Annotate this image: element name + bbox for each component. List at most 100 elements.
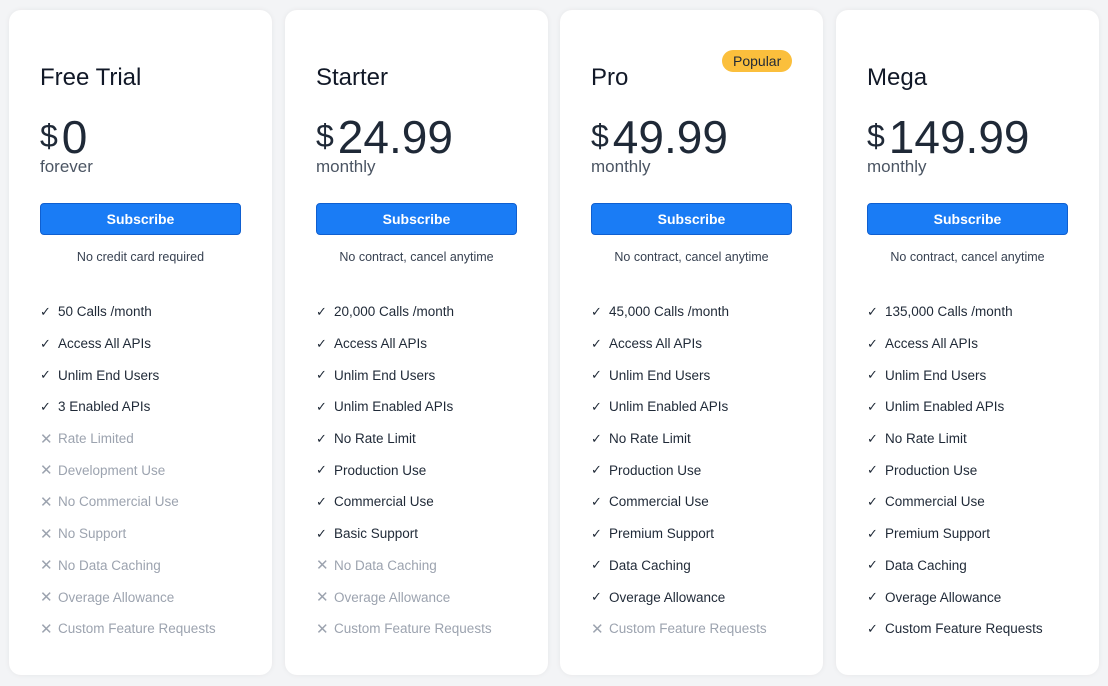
check-icon: ✓ [591, 557, 602, 573]
check-icon: ✓ [40, 303, 51, 319]
feature-item: ✕ No Data Caching [316, 550, 492, 582]
feature-item: ✓ Data Caching [591, 550, 767, 582]
popular-badge: Popular [722, 50, 793, 72]
feature-label: Unlim Enabled APIs [334, 399, 454, 415]
feature-item: ✓ No Rate Limit [316, 423, 492, 455]
check-icon: ✓ [316, 430, 327, 446]
feature-item: ✓ Custom Feature Requests [867, 613, 1043, 645]
feature-label: Overage Allowance [334, 589, 451, 605]
feature-item: ✓ Unlim End Users [867, 359, 1043, 391]
billing-period: monthly [316, 157, 376, 176]
feature-label: 45,000 Calls /month [609, 304, 730, 320]
currency-symbol: $ [316, 118, 334, 154]
x-icon: ✕ [40, 589, 53, 607]
plan-name: Mega [867, 64, 928, 91]
x-icon: ✕ [316, 557, 329, 575]
plan-card-mega: Mega $149.99 monthly Subscribe No contrac… [836, 10, 1099, 675]
billing-period: forever [40, 157, 93, 176]
subscribe-button[interactable]: Subscribe [867, 203, 1068, 235]
feature-label: Unlim Enabled APIs [609, 399, 729, 415]
feature-item: ✕ Custom Feature Requests [40, 613, 216, 645]
plan-price: $0 [40, 110, 87, 164]
feature-label: Premium Support [885, 526, 991, 542]
plan-note: No contract, cancel anytime [614, 250, 769, 264]
check-icon: ✓ [867, 398, 878, 414]
feature-label: No Support [58, 526, 127, 542]
plan-price: $49.99 [591, 110, 728, 164]
subscribe-button[interactable]: Subscribe [40, 203, 241, 235]
feature-item: ✕ Custom Feature Requests [591, 613, 767, 645]
feature-item: ✓ 20,000 Calls /month [316, 296, 492, 328]
feature-item: ✕ Rate Limited [40, 423, 216, 455]
check-icon: ✓ [316, 462, 327, 478]
check-icon: ✓ [316, 525, 327, 541]
check-icon: ✓ [591, 335, 602, 351]
check-icon: ✓ [591, 589, 602, 605]
feature-list: ✓ 20,000 Calls /month ✓ Access All APIs ✓ Unl… [316, 296, 492, 645]
feature-label: Data Caching [885, 557, 967, 573]
feature-label: 3 Enabled APIs [58, 399, 151, 415]
feature-item: ✓ Unlim Enabled APIs [591, 391, 767, 423]
feature-label: Access All APIs [334, 336, 428, 352]
check-icon: ✓ [591, 462, 602, 478]
price-amount: 149.99 [888, 111, 1030, 163]
plan-card-pro: Pro Popular $49.99 monthly Subscribe No co… [560, 10, 823, 675]
feature-label: Overage Allowance [609, 589, 726, 605]
plan-card-free-trial: Free Trial $0 forever Subscribe No credit… [9, 10, 272, 675]
subscribe-button[interactable]: Subscribe [316, 203, 517, 235]
feature-label: Production Use [885, 462, 978, 478]
feature-item: ✕ No Commercial Use [40, 486, 216, 518]
feature-label: Custom Feature Requests [885, 621, 1043, 637]
check-icon: ✓ [867, 462, 878, 478]
feature-item: ✓ Overage Allowance [867, 581, 1043, 613]
feature-label: No Rate Limit [885, 431, 967, 447]
subscribe-button[interactable]: Subscribe [591, 203, 792, 235]
feature-item: ✓ Production Use [867, 454, 1043, 486]
check-icon: ✓ [316, 398, 327, 414]
plan-note: No contract, cancel anytime [890, 250, 1045, 264]
check-icon: ✓ [316, 493, 327, 509]
feature-item: ✓ Basic Support [316, 518, 492, 550]
x-icon: ✕ [316, 589, 329, 607]
x-icon: ✕ [40, 462, 53, 480]
check-icon: ✓ [867, 589, 878, 605]
feature-item: ✓ Unlim End Users [316, 359, 492, 391]
feature-label: Access All APIs [609, 336, 703, 352]
feature-label: 135,000 Calls /month [885, 304, 1013, 320]
check-icon: ✓ [316, 335, 327, 351]
plan-name: Free Trial [40, 64, 142, 91]
feature-label: 20,000 Calls /month [334, 304, 455, 320]
feature-label: Overage Allowance [58, 589, 175, 605]
feature-item: ✓ Premium Support [591, 518, 767, 550]
feature-label: Commercial Use [334, 494, 434, 510]
plan-name: Pro [591, 64, 629, 91]
feature-item: ✓ Access All APIs [40, 328, 216, 360]
price-amount: 49.99 [612, 111, 728, 163]
currency-symbol: $ [591, 118, 609, 154]
check-icon: ✓ [591, 303, 602, 319]
check-icon: ✓ [591, 493, 602, 509]
feature-item: ✓ Production Use [591, 454, 767, 486]
feature-label: No Commercial Use [58, 494, 179, 510]
feature-item: ✓ 45,000 Calls /month [591, 296, 767, 328]
check-icon: ✓ [867, 525, 878, 541]
x-icon: ✕ [40, 430, 53, 448]
feature-item: ✓ Access All APIs [591, 328, 767, 360]
feature-item: ✓ 135,000 Calls /month [867, 296, 1043, 328]
feature-label: Production Use [609, 462, 702, 478]
feature-item: ✓ Unlim Enabled APIs [316, 391, 492, 423]
feature-label: Access All APIs [885, 336, 979, 352]
check-icon: ✓ [40, 335, 51, 351]
feature-item: ✕ Overage Allowance [40, 581, 216, 613]
feature-label: Unlim End Users [334, 367, 436, 383]
plan-price: $24.99 [316, 110, 453, 164]
feature-label: Unlim End Users [609, 367, 711, 383]
billing-period: monthly [867, 157, 927, 176]
feature-label: Overage Allowance [885, 589, 1002, 605]
feature-item: ✓ Production Use [316, 454, 492, 486]
feature-item: ✓ Unlim End Users [40, 359, 216, 391]
feature-label: Unlim Enabled APIs [885, 399, 1005, 415]
x-icon: ✕ [40, 557, 53, 575]
check-icon: ✓ [867, 557, 878, 573]
feature-item: ✓ No Rate Limit [867, 423, 1043, 455]
